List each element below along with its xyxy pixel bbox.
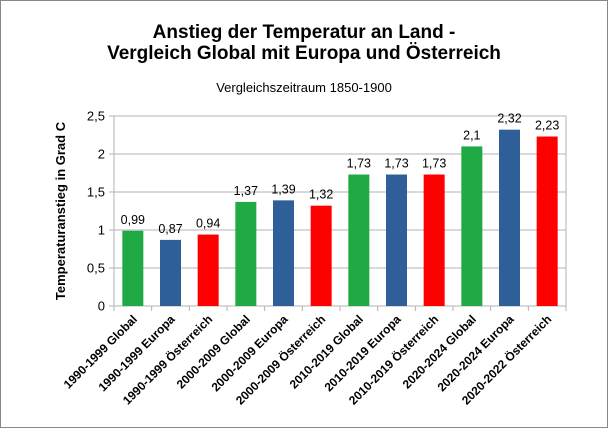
bar xyxy=(461,146,483,306)
bar xyxy=(160,239,181,306)
y-tick-label: 0 xyxy=(98,299,105,314)
y-tick-label: 1 xyxy=(98,223,105,238)
data-label: 1,73 xyxy=(347,157,371,171)
data-label: 1,73 xyxy=(422,157,446,171)
data-label: 1,37 xyxy=(234,184,258,198)
plot-area xyxy=(113,115,567,307)
data-label: 2,23 xyxy=(535,119,559,133)
y-tick-label: 2 xyxy=(98,147,105,162)
bar xyxy=(423,174,445,306)
data-label: 1,39 xyxy=(271,182,295,196)
data-label: 2,32 xyxy=(497,112,521,126)
data-label: 1,32 xyxy=(309,188,333,202)
chart-title-line-2: Vergleich Global mit Europa und Österrei… xyxy=(107,43,501,64)
y-tick-label: 1,5 xyxy=(87,185,105,200)
data-label: 2,1 xyxy=(463,128,480,142)
bar xyxy=(273,200,294,306)
bar xyxy=(197,234,219,306)
chart-subtitle: Vergleichszeitraum 1850-1900 xyxy=(216,80,392,95)
bar xyxy=(122,230,144,306)
bar xyxy=(499,129,520,306)
y-tick-label: 0,5 xyxy=(87,261,105,276)
data-label: 1,73 xyxy=(384,157,408,171)
data-label: 0,87 xyxy=(158,222,182,236)
data-label: 0,99 xyxy=(121,213,145,227)
bar xyxy=(310,205,332,306)
y-tick-label: 2,5 xyxy=(87,109,105,124)
bar xyxy=(348,174,370,306)
data-label: 0,94 xyxy=(196,217,220,231)
y-axis-label: Temperaturanstieg in Grad C xyxy=(53,121,68,300)
chart-title-line-1: Anstieg der Temperatur an Land - xyxy=(152,22,456,43)
bar xyxy=(235,201,257,306)
bar xyxy=(536,136,558,306)
bar xyxy=(386,174,407,306)
